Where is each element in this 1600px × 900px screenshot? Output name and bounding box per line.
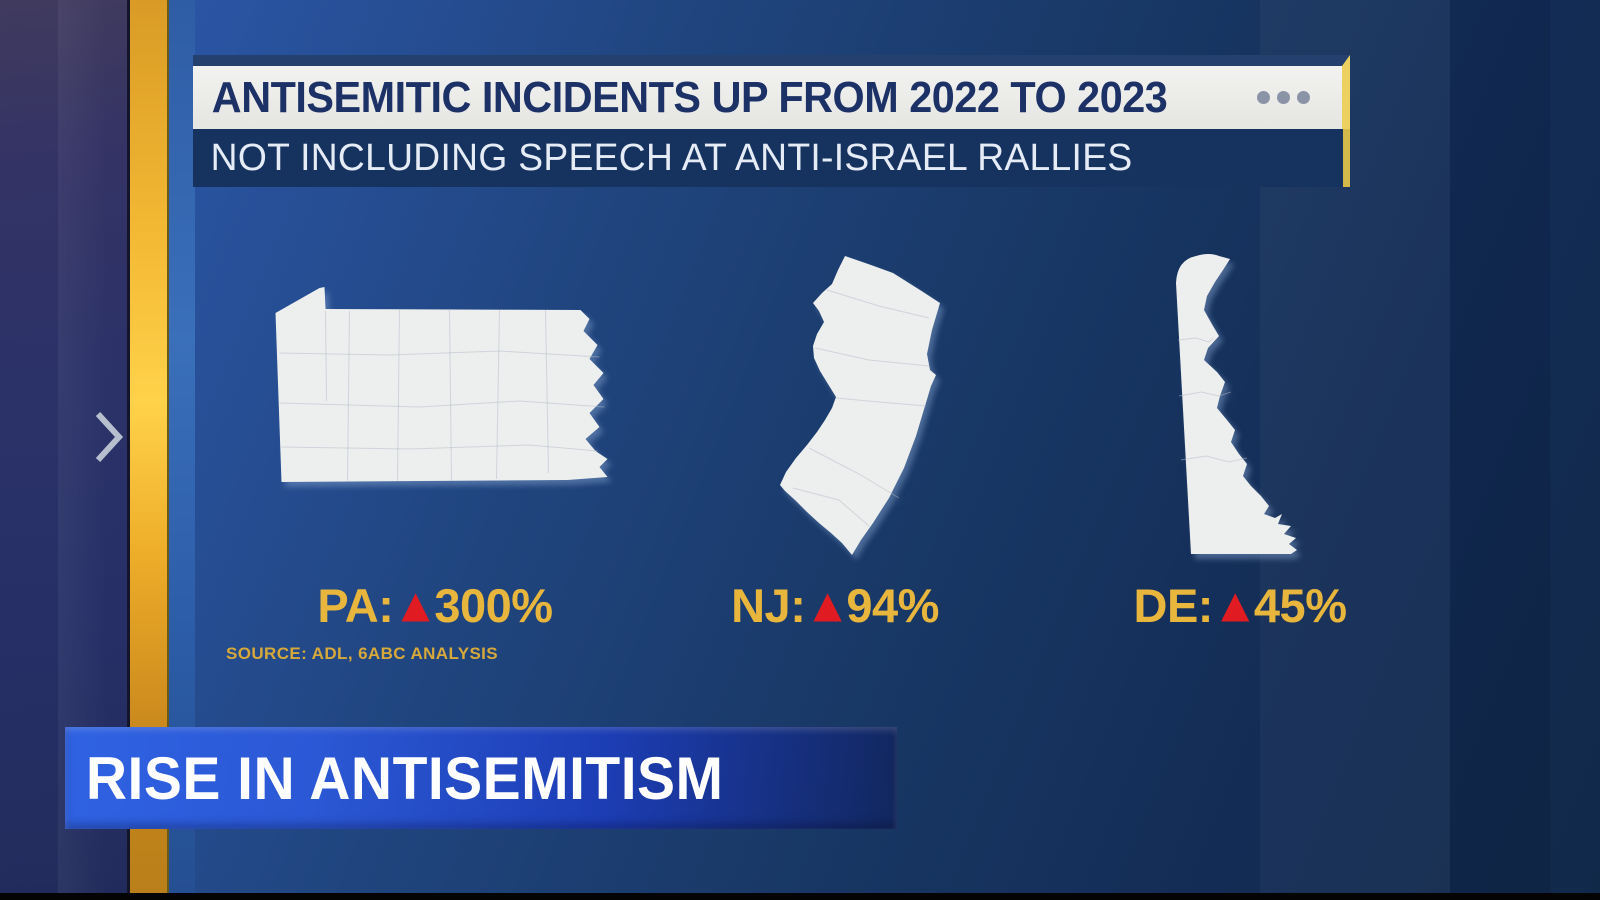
graphic-title: ANTISEMITIC INCIDENTS UP FROM 2022 TO 20… xyxy=(211,72,1168,122)
graphic-subtitle: NOT INCLUDING SPEECH AT ANTI-ISRAEL RALL… xyxy=(210,136,1133,179)
ellipsis-dot xyxy=(1297,91,1310,104)
state-label: PA: xyxy=(317,578,394,632)
triangle-up-icon: ▲ xyxy=(813,582,842,626)
letterbox-bottom-bar xyxy=(0,893,1600,900)
ellipsis-dot xyxy=(1277,91,1290,104)
stat-value: 45% xyxy=(1253,578,1347,632)
triangle-up-icon: ▲ xyxy=(401,582,430,626)
stat-pennsylvania: PA: ▲ 300% xyxy=(285,578,585,632)
subtitle-bar: NOT INCLUDING SPEECH AT ANTI-ISRAEL RALL… xyxy=(193,129,1350,187)
state-label: DE: xyxy=(1133,578,1214,632)
title-bar: ANTISEMITIC INCIDENTS UP FROM 2022 TO 20… xyxy=(193,55,1350,129)
studio-left-panel xyxy=(0,0,127,893)
ellipsis-dot xyxy=(1257,91,1270,104)
delaware-map xyxy=(1176,254,1297,554)
stat-value: 300% xyxy=(434,578,553,632)
source-attribution: SOURCE: ADL, 6ABC ANALYSIS xyxy=(226,644,499,663)
new-jersey-map xyxy=(780,256,940,555)
banner-headline: RISE IN ANTISEMITISM xyxy=(85,744,724,812)
headline-block: ANTISEMITIC INCIDENTS UP FROM 2022 TO 20… xyxy=(193,55,1350,187)
state-label: NJ: xyxy=(731,578,806,632)
triangle-up-icon: ▲ xyxy=(1220,582,1249,626)
background-dark-band xyxy=(1450,0,1550,893)
stat-new-jersey: NJ: ▲ 94% xyxy=(685,578,985,632)
chevron-right-icon[interactable] xyxy=(92,408,126,466)
lower-third-banner: RISE IN ANTISEMITISM xyxy=(65,727,897,829)
ellipsis-icon[interactable] xyxy=(1257,91,1310,104)
pennsylvania-map xyxy=(275,287,608,482)
stat-value: 94% xyxy=(846,578,939,632)
stat-delaware: DE: ▲ 45% xyxy=(1090,578,1390,632)
